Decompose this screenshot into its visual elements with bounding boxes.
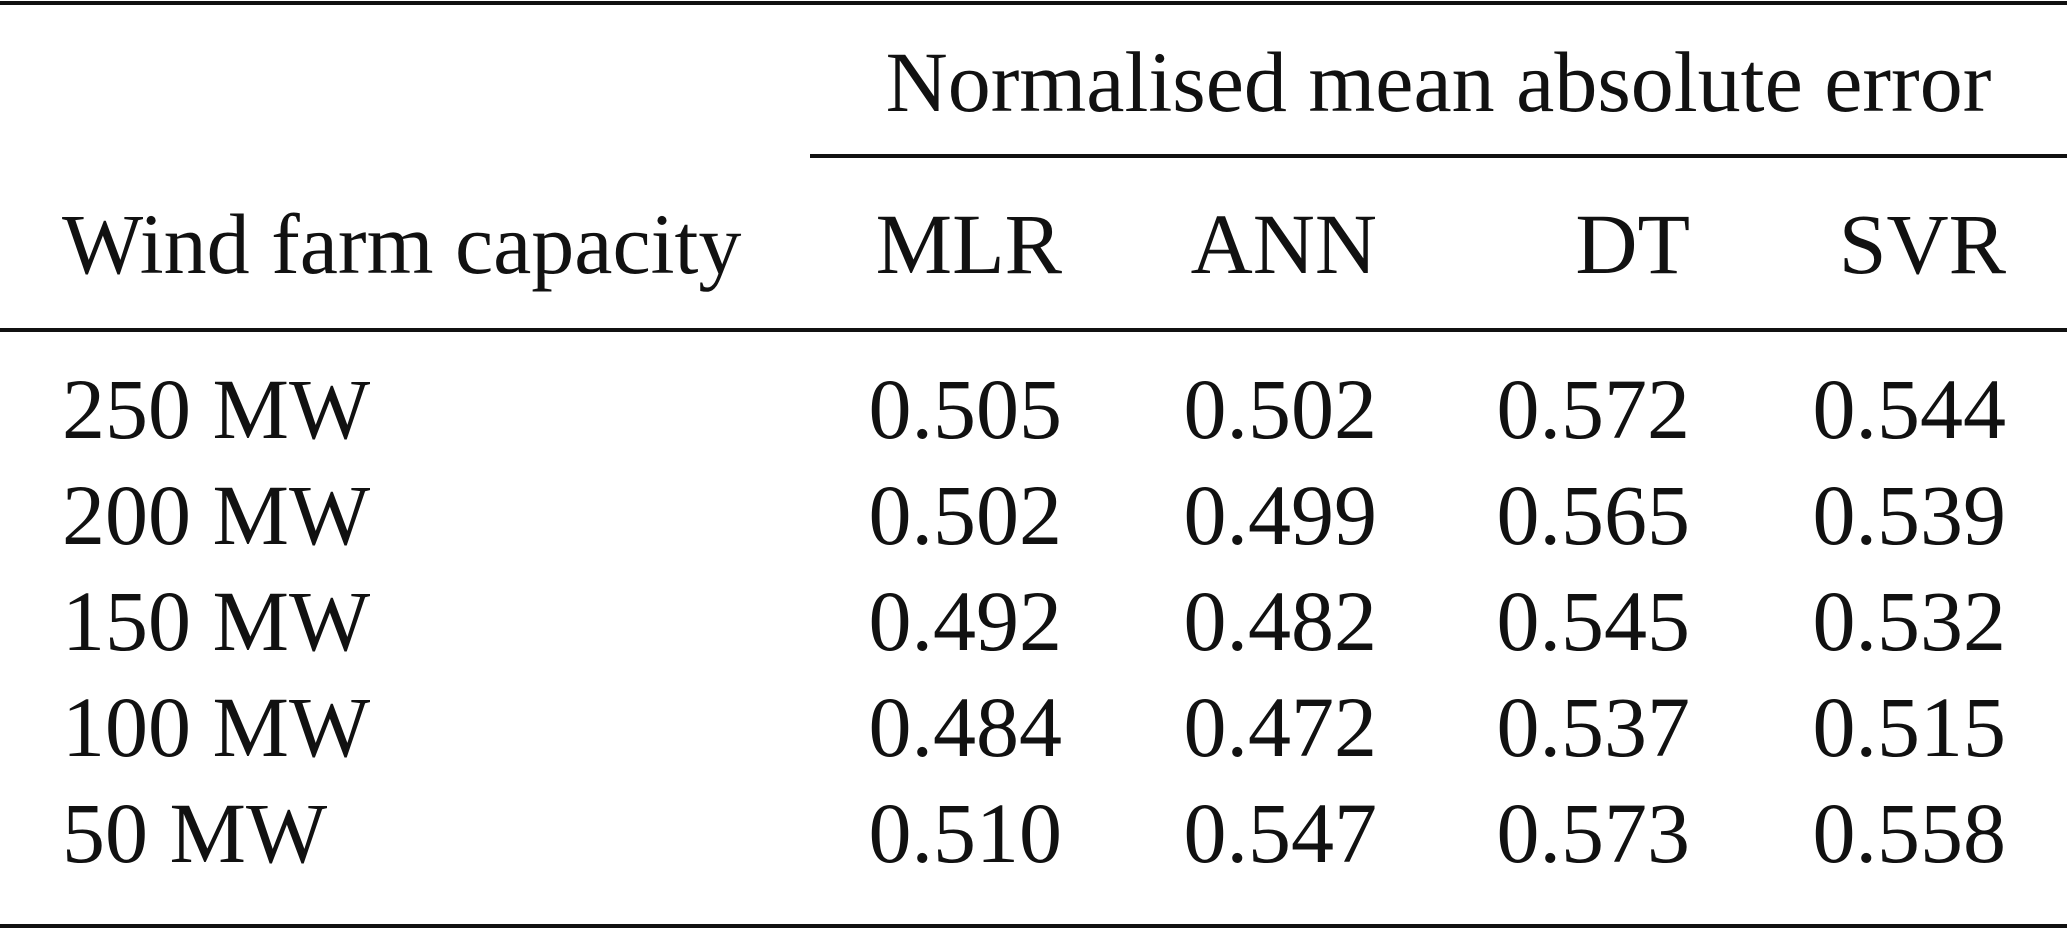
cell-value: 0.537: [1496, 679, 1691, 775]
column-header: SVR: [1838, 196, 2006, 292]
cell-value: 0.558: [1812, 785, 2007, 881]
row-label: 50 MW: [62, 785, 328, 881]
column-header: DT: [1575, 196, 1690, 292]
cell-value: 0.482: [1183, 573, 1378, 669]
column-header: Wind farm capacity: [62, 196, 742, 292]
column-header: MLR: [875, 196, 1062, 292]
cell-value: 0.510: [868, 785, 1063, 881]
cell-value: 0.505: [868, 361, 1063, 457]
cell-value: 0.547: [1183, 785, 1378, 881]
group-rule: [810, 154, 2067, 158]
row-label: 200 MW: [62, 467, 371, 563]
mid-rule: [0, 328, 2067, 332]
row-label: 250 MW: [62, 361, 371, 457]
cell-value: 0.515: [1812, 679, 2007, 775]
row-label: 150 MW: [62, 573, 371, 669]
cell-value: 0.532: [1812, 573, 2007, 669]
cell-value: 0.499: [1183, 467, 1378, 563]
top-rule: [0, 1, 2067, 5]
cell-value: 0.539: [1812, 467, 2007, 563]
row-label: 100 MW: [62, 679, 371, 775]
cell-value: 0.492: [868, 573, 1063, 669]
cell-value: 0.502: [868, 467, 1063, 563]
bottom-rule: [0, 924, 2067, 928]
cell-value: 0.573: [1496, 785, 1691, 881]
cell-value: 0.565: [1496, 467, 1691, 563]
cell-value: 0.545: [1496, 573, 1691, 669]
column-header: ANN: [1190, 196, 1377, 292]
cell-value: 0.572: [1496, 361, 1691, 457]
cell-value: 0.484: [868, 679, 1063, 775]
cell-value: 0.544: [1812, 361, 2007, 457]
cell-value: 0.472: [1183, 679, 1378, 775]
group-header: Normalised mean absolute error: [885, 34, 1992, 130]
cell-value: 0.502: [1183, 361, 1378, 457]
